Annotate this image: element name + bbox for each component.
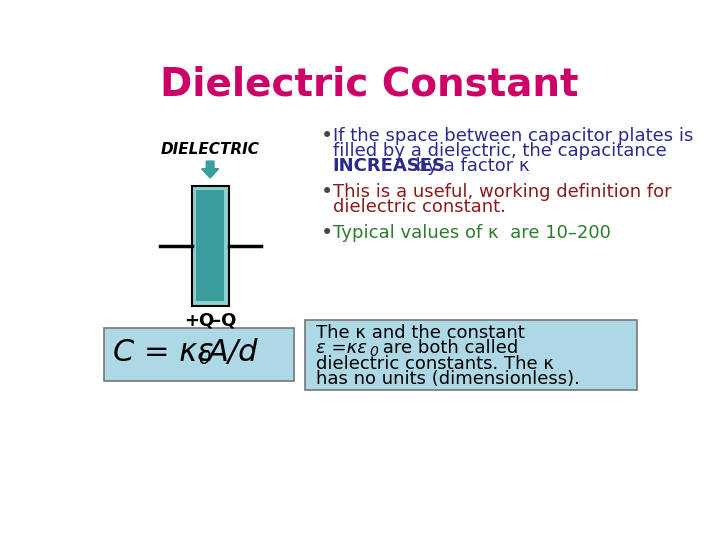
- Text: •: •: [321, 222, 333, 242]
- Text: Typical values of κ  are 10–200: Typical values of κ are 10–200: [333, 224, 611, 242]
- Bar: [305, 320, 637, 390]
- Text: C = κε: C = κε: [113, 338, 214, 367]
- Text: The κ and the constant: The κ and the constant: [316, 324, 525, 342]
- Text: DIELECTRIC: DIELECTRIC: [161, 142, 260, 157]
- Text: Dielectric Constant: Dielectric Constant: [160, 65, 578, 103]
- Text: are both called: are both called: [377, 339, 518, 357]
- Text: dielectric constants. The κ: dielectric constants. The κ: [316, 355, 554, 373]
- Text: has no units (dimensionless).: has no units (dimensionless).: [316, 370, 580, 388]
- Text: 0: 0: [369, 345, 378, 359]
- Text: This is a useful, working definition for: This is a useful, working definition for: [333, 183, 671, 201]
- Text: •: •: [321, 182, 333, 202]
- Text: filled by a dielectric, the capacitance: filled by a dielectric, the capacitance: [333, 142, 666, 160]
- Text: INCREASES: INCREASES: [333, 158, 446, 176]
- Text: ε =κε: ε =κε: [316, 339, 367, 357]
- Text: A/d: A/d: [208, 338, 258, 367]
- Text: •: •: [321, 126, 333, 146]
- Text: dielectric constant.: dielectric constant.: [333, 198, 505, 216]
- Text: If the space between capacitor plates is: If the space between capacitor plates is: [333, 127, 693, 145]
- Bar: [104, 328, 294, 381]
- Text: 0: 0: [199, 349, 211, 368]
- Bar: [192, 186, 229, 306]
- Text: +Q: +Q: [184, 312, 215, 329]
- Text: –Q: –Q: [212, 312, 236, 329]
- Bar: [196, 190, 224, 301]
- Text: by a factor κ: by a factor κ: [410, 158, 530, 176]
- FancyArrow shape: [202, 161, 219, 178]
